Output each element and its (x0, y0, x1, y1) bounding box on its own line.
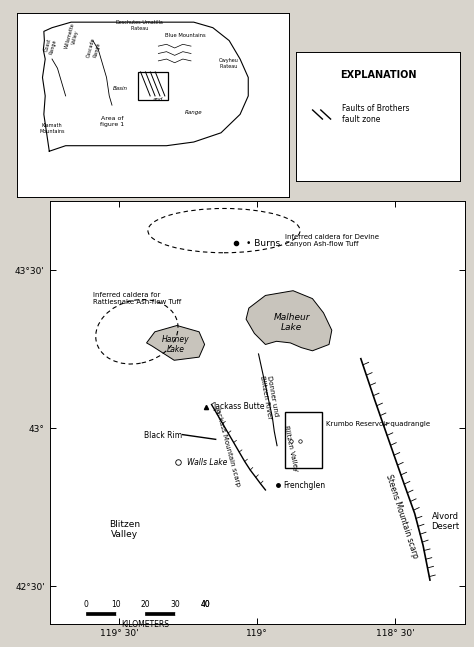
Text: Cascade
Range: Cascade Range (86, 38, 102, 60)
Text: Range: Range (185, 111, 202, 115)
Bar (285, 413, 322, 468)
Text: Owyheu
Plateau: Owyheu Plateau (219, 58, 239, 69)
Text: Donner und
Blitzen River: Donner und Blitzen River (258, 374, 279, 419)
Text: Area of
figure 1: Area of figure 1 (100, 116, 124, 127)
Text: Alvord
Desert: Alvord Desert (431, 512, 459, 531)
Bar (175, 611, 205, 615)
Text: Blue Mountains: Blue Mountains (165, 33, 206, 38)
Bar (86, 611, 116, 615)
Text: Coast
Range: Coast Range (44, 37, 58, 54)
Text: Black Rim: Black Rim (145, 431, 182, 440)
Text: Jackass Butte: Jackass Butte (213, 402, 264, 411)
Text: Jackass Mountain scarp: Jackass Mountain scarp (215, 407, 242, 488)
Text: Malheur
Lake: Malheur Lake (273, 313, 310, 332)
Text: Klamath
Mountains: Klamath Mountains (39, 123, 65, 134)
Text: Blitzen
Valley: Blitzen Valley (109, 520, 140, 539)
Text: Krumbo Reservoir quadrangle: Krumbo Reservoir quadrangle (326, 421, 430, 428)
Text: Steens Mountain scarp: Steens Mountain scarp (384, 474, 420, 560)
Polygon shape (146, 325, 205, 360)
Text: and: and (153, 98, 164, 102)
Text: 10: 10 (111, 600, 120, 609)
Bar (116, 611, 146, 615)
Text: Faults of Brothers
fault zone: Faults of Brothers fault zone (342, 104, 410, 124)
Text: Blitzen Valley: Blitzen Valley (283, 424, 298, 472)
Text: Deschutes-Umatilla
Plateau: Deschutes-Umatilla Plateau (115, 20, 163, 30)
Text: Inferred caldera for Devine
Canyon Ash-flow Tuff: Inferred caldera for Devine Canyon Ash-f… (285, 234, 379, 247)
Text: Willamette
Valley: Willamette Valley (64, 22, 81, 51)
Text: 0: 0 (83, 600, 88, 609)
Bar (138, 72, 168, 100)
Polygon shape (246, 291, 332, 351)
Text: • Burns: • Burns (246, 239, 280, 248)
Text: Frenchglen: Frenchglen (283, 481, 326, 490)
Text: 20: 20 (141, 600, 150, 609)
Text: 40: 40 (201, 600, 210, 609)
Text: 40: 40 (201, 600, 210, 609)
Text: Basin: Basin (113, 87, 128, 91)
Text: Inferred caldera for
Rattlesnake Ash-flow Tuff: Inferred caldera for Rattlesnake Ash-flo… (92, 292, 181, 305)
Text: KILOMETERS: KILOMETERS (121, 620, 169, 630)
Text: EXPLANATION: EXPLANATION (340, 70, 416, 80)
Text: Walls Lake: Walls Lake (187, 458, 227, 467)
Text: 30: 30 (171, 600, 180, 609)
Bar (146, 611, 175, 615)
Text: Harney
Lake: Harney Lake (162, 334, 190, 354)
